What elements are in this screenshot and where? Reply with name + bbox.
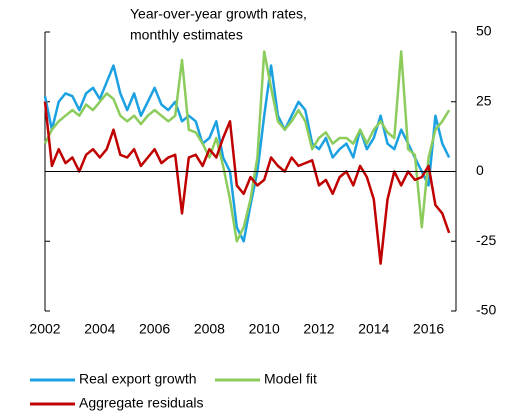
series-line — [43, 50, 451, 243]
x-tick-label: 2004 — [84, 321, 115, 337]
x-tick-label: 2012 — [303, 321, 334, 337]
legend-label: Model fit — [264, 371, 317, 387]
series-line — [43, 101, 451, 265]
x-tick-label: 2016 — [413, 321, 444, 337]
series-line — [43, 64, 451, 243]
legend-label: Real export growth — [79, 371, 197, 387]
y-tick-label: -50 — [476, 302, 496, 318]
y-tick-label: -25 — [476, 232, 496, 248]
legend-label: Aggregate residuals — [79, 395, 204, 411]
x-tick-label: 2006 — [139, 321, 170, 337]
y-tick-label: 50 — [476, 23, 492, 39]
x-tick-label: 2002 — [29, 321, 60, 337]
y-tick-label: 25 — [476, 92, 492, 108]
x-tick-label: 2010 — [249, 321, 280, 337]
x-tick-label: 2008 — [194, 321, 225, 337]
subtitle: monthly estimates — [130, 27, 243, 43]
x-tick-label: 2014 — [358, 321, 389, 337]
y-tick-label: 0 — [476, 162, 484, 178]
subtitle: Year-over-year growth rates, — [130, 6, 307, 22]
